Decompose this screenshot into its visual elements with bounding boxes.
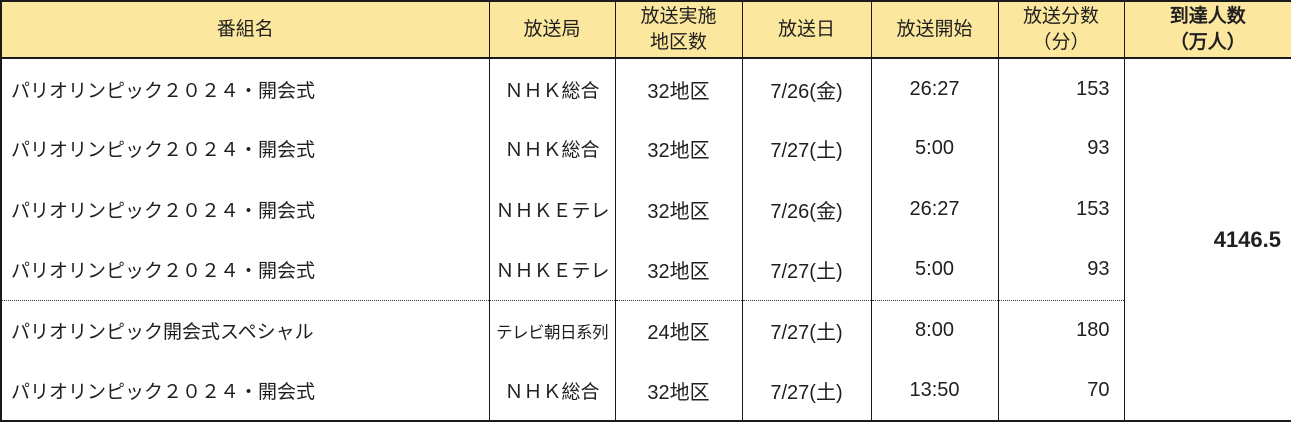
cell-station: ＮＨＫ総合 bbox=[488, 58, 616, 119]
cell-regions: 32地区 bbox=[614, 58, 743, 119]
cell-start: 8:00 bbox=[870, 299, 999, 361]
cell-date: 7/26(金) bbox=[741, 179, 872, 240]
header-regions-line2: 地区数 bbox=[649, 31, 707, 53]
cell-station: ＮＨＫ総合 bbox=[488, 360, 616, 421]
cell-date: 7/27(土) bbox=[741, 299, 872, 361]
cell-station: ＮＨＫＥテレ bbox=[488, 239, 616, 301]
cell-reach-total: 4146.5 bbox=[1123, 58, 1291, 421]
cell-start: 5:00 bbox=[870, 239, 999, 301]
cell-date: 7/27(土) bbox=[741, 360, 872, 421]
header-minutes-line2: （分） bbox=[1032, 31, 1090, 53]
cell-minutes: 153 bbox=[997, 179, 1125, 240]
header-minutes: 放送分数 （分） bbox=[997, 0, 1125, 60]
header-station: 放送局 bbox=[488, 0, 616, 60]
header-date: 放送日 bbox=[741, 0, 872, 60]
cell-regions: 32地区 bbox=[614, 360, 743, 421]
cell-station: ＮＨＫ総合 bbox=[488, 118, 616, 180]
cell-start: 26:27 bbox=[870, 58, 999, 119]
cell-program: パリオリンピック２０２４・開会式 bbox=[0, 360, 490, 421]
header-reach: 到達人数 （万人） bbox=[1123, 0, 1291, 60]
cell-station: ＮＨＫＥテレ bbox=[488, 179, 616, 240]
cell-minutes: 153 bbox=[997, 58, 1125, 119]
cell-station: テレビ朝日系列 bbox=[488, 299, 616, 361]
cell-start: 13:50 bbox=[870, 360, 999, 421]
table-row: パリオリンピック２０２４・開会式 ＮＨＫ総合 32地区 7/26(金) 26:2… bbox=[0, 58, 1291, 421]
cell-regions: 32地区 bbox=[614, 179, 743, 240]
table-body: パリオリンピック２０２４・開会式 ＮＨＫ総合 32地区 7/26(金) 26:2… bbox=[0, 58, 1291, 421]
cell-start: 26:27 bbox=[870, 179, 999, 240]
header-program: 番組名 bbox=[0, 0, 490, 60]
header-start: 放送開始 bbox=[870, 0, 999, 60]
cell-minutes: 70 bbox=[997, 360, 1125, 421]
table-row: パリオリンピック２０２４・開会式 ＮＨＫＥテレ 32地区 7/27(土) 5:0… bbox=[0, 239, 1291, 301]
cell-minutes: 93 bbox=[997, 239, 1125, 301]
header-regions-line1: 放送実施 bbox=[640, 6, 717, 27]
cell-regions: 24地区 bbox=[614, 299, 743, 361]
cell-date: 7/26(金) bbox=[741, 58, 872, 119]
table-header: 番組名 放送局 放送実施 地区数 放送日 放送開始 放送分数 （分） 到達人数 … bbox=[0, 0, 1291, 60]
header-reach-line2: （万人） bbox=[1169, 31, 1246, 53]
cell-program: パリオリンピック２０２４・開会式 bbox=[0, 239, 490, 301]
cell-program: パリオリンピック２０２４・開会式 bbox=[0, 179, 490, 240]
cell-date: 7/27(土) bbox=[741, 118, 872, 180]
header-minutes-line1: 放送分数 bbox=[1022, 6, 1099, 27]
table-row: パリオリンピック２０２４・開会式 ＮＨＫ総合 32地区 7/27(土) 13:5… bbox=[0, 360, 1291, 421]
table-row: パリオリンピック２０２４・開会式 ＮＨＫ総合 32地区 7/27(土) 5:00… bbox=[0, 118, 1291, 180]
cell-date: 7/27(土) bbox=[741, 239, 872, 301]
cell-program: パリオリンピック２０２４・開会式 bbox=[0, 58, 490, 119]
table-row: パリオリンピック開会式スペシャル テレビ朝日系列 24地区 7/27(土) 8:… bbox=[0, 299, 1291, 361]
cell-regions: 32地区 bbox=[614, 118, 743, 180]
cell-start: 5:00 bbox=[870, 118, 999, 180]
cell-minutes: 180 bbox=[997, 299, 1125, 361]
cell-program: パリオリンピック開会式スペシャル bbox=[0, 299, 490, 361]
cell-minutes: 93 bbox=[997, 118, 1125, 180]
cell-program: パリオリンピック２０２４・開会式 bbox=[0, 118, 490, 180]
header-row: 番組名 放送局 放送実施 地区数 放送日 放送開始 放送分数 （分） 到達人数 … bbox=[0, 0, 1291, 60]
cell-regions: 32地区 bbox=[614, 239, 743, 301]
header-regions: 放送実施 地区数 bbox=[614, 0, 743, 60]
table-row: パリオリンピック２０２４・開会式 ＮＨＫＥテレ 32地区 7/26(金) 26:… bbox=[0, 179, 1291, 240]
header-reach-line1: 到達人数 bbox=[1169, 6, 1246, 27]
